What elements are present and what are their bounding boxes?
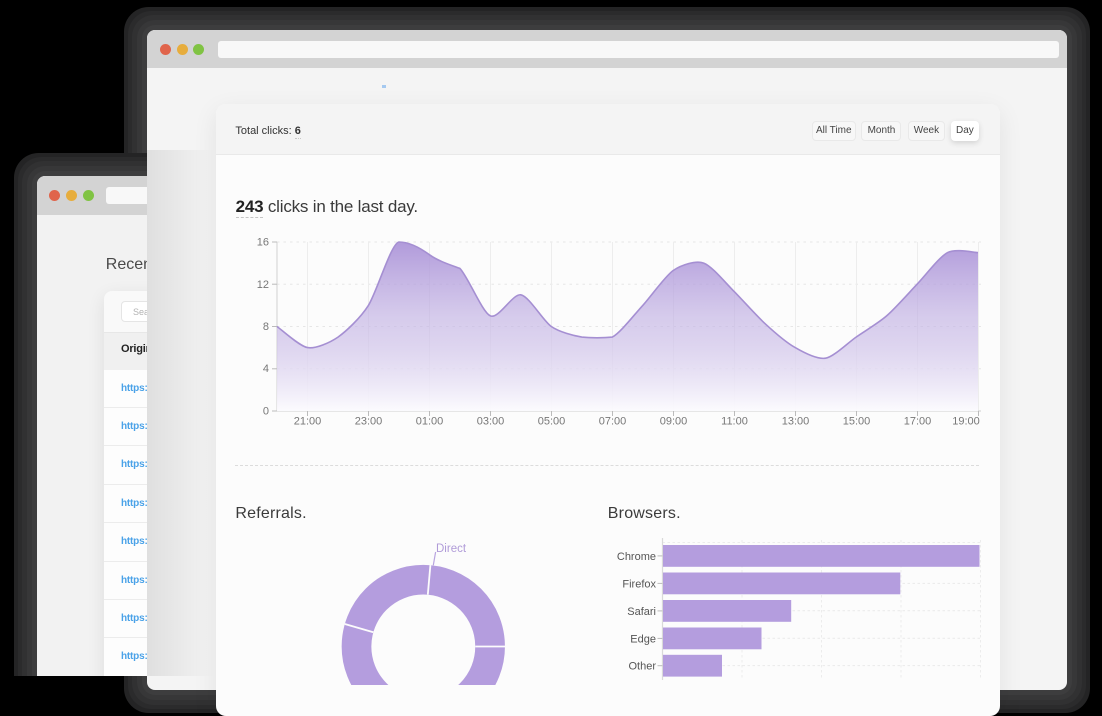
svg-text:11:00: 11:00 (721, 416, 748, 428)
svg-text:19:00: 19:00 (952, 416, 980, 428)
svg-text:Safari: Safari (627, 606, 656, 618)
svg-text:07:00: 07:00 (599, 416, 627, 428)
svg-text:0: 0 (263, 406, 269, 418)
svg-text:21:00: 21:00 (294, 416, 322, 428)
svg-text:09:00: 09:00 (660, 416, 688, 428)
svg-text:Other: Other (628, 661, 656, 673)
svg-text:01:00: 01:00 (416, 416, 444, 428)
svg-text:23:00: 23:00 (355, 416, 383, 428)
svg-text:03:00: 03:00 (477, 416, 505, 428)
svg-text:8: 8 (263, 321, 269, 333)
svg-text:4: 4 (263, 363, 269, 375)
svg-text:Chrome: Chrome (617, 551, 656, 563)
svg-text:Edge: Edge (630, 633, 656, 645)
svg-text:15:00: 15:00 (843, 416, 871, 428)
svg-text:Direct: Direct (436, 543, 467, 555)
svg-text:13:00: 13:00 (782, 416, 810, 428)
svg-text:Firefox: Firefox (622, 578, 656, 590)
svg-text:16: 16 (257, 237, 269, 249)
svg-text:12: 12 (257, 279, 269, 291)
svg-text:17:00: 17:00 (904, 416, 932, 428)
svg-text:05:00: 05:00 (538, 416, 566, 428)
